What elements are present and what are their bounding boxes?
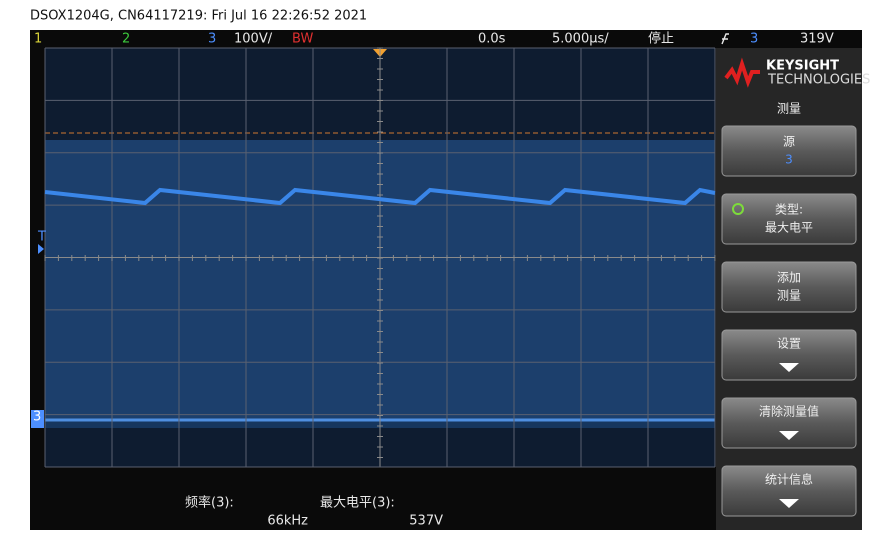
softkey-face[interactable] [721, 193, 857, 245]
measurement-value: 537V [409, 514, 443, 529]
softkey-value: 最大电平 [765, 221, 813, 235]
softkey-label: 统计信息 [765, 472, 813, 487]
softkey[interactable]: 设置 [721, 329, 857, 381]
softkey-value: 3 [785, 153, 793, 167]
trigger-source: 3 [750, 32, 758, 47]
softkey-face[interactable] [721, 329, 857, 381]
header-title: DSOX1204G, CN64117219: Fri Jul 16 22:26:… [30, 9, 367, 24]
menu-title: 测量 [777, 102, 801, 116]
status-bar: 1 2 3 100V/ BW 0.0s 5.000µs/ 停止 3 319V [34, 31, 834, 47]
softkey-label: 类型: [775, 203, 803, 217]
softkey-label: 清除测量值 [759, 404, 819, 419]
softkey-value: 测量 [777, 289, 801, 303]
timebase: 5.000µs/ [552, 32, 609, 47]
softkey-arrow [779, 431, 799, 440]
brand-sub: TECHNOLOGIES [767, 73, 870, 88]
softkey[interactable]: 清除测量值 [721, 397, 857, 449]
run-state: 停止 [648, 31, 674, 47]
bandwidth-limit: BW [292, 32, 313, 47]
measurement-label: 最大电平(3): [320, 496, 395, 511]
softkey-label: 设置 [777, 337, 801, 351]
softkey-knob-icon [732, 203, 744, 215]
softkey-face[interactable] [721, 465, 857, 517]
brand: KEYSIGHT [766, 59, 839, 74]
channel-1: 1 [34, 32, 42, 47]
trigger-marker: T [37, 230, 46, 245]
softkey[interactable]: 类型: 最大电平 [721, 193, 857, 245]
softkey-arrow [779, 499, 799, 508]
delay: 0.0s [478, 32, 506, 47]
vertical-scale: 100V/ [234, 32, 273, 47]
trigger-level: 319V [800, 32, 834, 47]
measurement-label: 频率(3): [185, 495, 234, 511]
softkey-label: 源 [783, 135, 795, 149]
channel-3: 3 [208, 32, 216, 47]
signal-trace [44, 187, 716, 206]
softkey-face[interactable] [721, 397, 857, 449]
softkey[interactable]: 源3 [721, 125, 857, 177]
channel-marker: 3 [33, 410, 41, 425]
trigger-icon [721, 33, 729, 45]
measurement-value: 66kHz [267, 514, 308, 529]
brand-logo [724, 57, 760, 88]
channel-marker-box [31, 410, 44, 428]
softkey-face[interactable] [721, 125, 857, 177]
softkey-face[interactable] [721, 261, 857, 313]
graticule [44, 47, 716, 468]
softkey-arrow [779, 363, 799, 372]
softkey[interactable]: 统计信息 [721, 465, 857, 517]
trigger-arrow [38, 244, 44, 254]
measurement-bar: 频率(3): 66kHz 最大电平(3): 537V [185, 495, 443, 529]
channel-2: 2 [122, 32, 130, 47]
softkey-label: 添加 [777, 271, 801, 285]
